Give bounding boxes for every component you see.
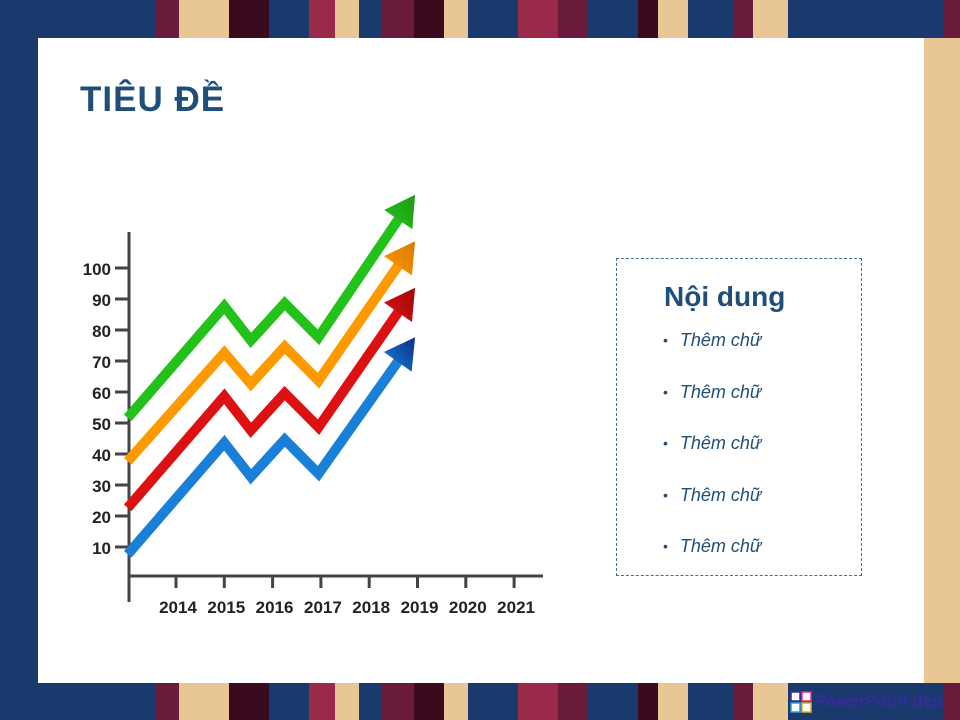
- bullet-text: Thêm chữ: [679, 381, 762, 402]
- brand-logo: PowerPoint đẹp: [790, 689, 943, 715]
- x-tick-label: 2021: [497, 598, 535, 617]
- green-arrow-line: [123, 215, 404, 422]
- orange-arrow-head: [384, 241, 416, 276]
- y-tick-label: 90: [92, 291, 111, 310]
- y-tick-label: 50: [92, 415, 111, 434]
- bullet-item: • Thêm chữ: [663, 381, 761, 433]
- content-title: Nội dung: [664, 281, 786, 312]
- content-bullet-list: • Thêm chữ • Thêm chữ • Thêm chữ • Thêm chữ …: [663, 329, 761, 587]
- bullet-icon: •: [663, 538, 668, 554]
- y-tick-label: 80: [92, 322, 111, 341]
- bullet-text: Thêm chữ: [679, 330, 762, 350]
- x-tick-label: 2020: [449, 598, 487, 617]
- bullet-text: Thêm chữ: [679, 536, 762, 556]
- bullet-icon: •: [663, 332, 668, 348]
- x-tick-label: 2017: [304, 598, 342, 617]
- y-tick-label: 10: [92, 539, 111, 558]
- bullet-item: • Thêm chữ: [663, 432, 761, 484]
- x-tick-label: 2016: [256, 598, 294, 617]
- logo-icon: [790, 691, 812, 713]
- red-arrow-head: [384, 287, 416, 323]
- red-arrow-line: [123, 307, 404, 512]
- green-arrow-head: [384, 194, 416, 230]
- y-tick-label: 60: [92, 384, 111, 403]
- y-tick-label: 20: [92, 508, 111, 527]
- logo-text: PowerPoint đẹp: [815, 693, 943, 710]
- bullet-text: Thêm chữ: [679, 433, 762, 453]
- y-tick-label: 70: [92, 353, 111, 372]
- orange-arrow-line: [123, 261, 404, 465]
- x-tick-label: 2015: [207, 598, 245, 617]
- bullet-icon: •: [663, 435, 668, 451]
- bullet-item: • Thêm chữ: [663, 329, 761, 381]
- slide-title: TIÊU ĐỀ: [80, 80, 226, 119]
- y-tick-label: 40: [92, 446, 111, 465]
- content-box: Nội dung • Thêm chữ • Thêm chữ • Thêm chữ •…: [616, 258, 862, 576]
- y-tick-label: 100: [83, 260, 111, 279]
- x-tick-label: 2014: [159, 598, 197, 617]
- blue-arrow-head: [383, 337, 416, 372]
- bullet-text: Thêm chữ: [679, 484, 762, 505]
- y-tick-label: 30: [92, 477, 111, 496]
- bullet-item: • Thêm chữ: [663, 484, 761, 536]
- bullet-icon: •: [663, 383, 668, 400]
- x-tick-label: 2019: [401, 598, 439, 617]
- x-tick-label: 2018: [352, 598, 390, 617]
- bullet-item: • Thêm chữ: [663, 535, 761, 587]
- blue-arrow-line: [123, 357, 403, 558]
- bullet-icon: •: [663, 486, 668, 503]
